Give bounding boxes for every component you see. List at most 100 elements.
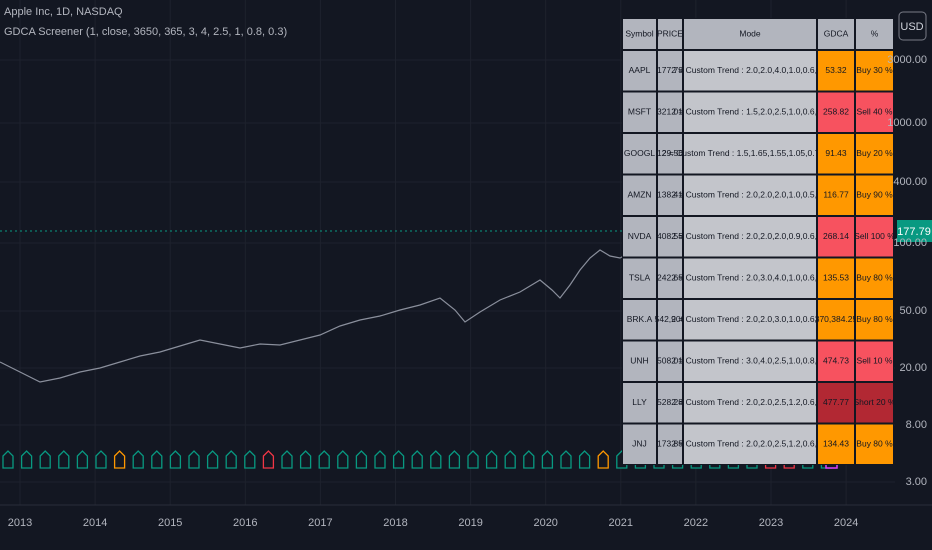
price-axis-label: 20.00 bbox=[899, 362, 927, 374]
gdca-text: 268.14 bbox=[823, 231, 849, 241]
price-text: 321.01 bbox=[657, 107, 683, 117]
symbol-text: TSLA bbox=[629, 273, 651, 283]
signal-text: Sell 100 % bbox=[854, 231, 895, 241]
signal-text: Buy 80 % bbox=[856, 273, 893, 283]
symbol-text: MSFT bbox=[628, 107, 651, 117]
symbol-cell bbox=[623, 341, 656, 381]
last-price-label: 177.79 bbox=[897, 226, 931, 238]
symbol-cell bbox=[623, 424, 656, 464]
last-price-badge bbox=[897, 220, 932, 242]
price-text: 138.41 bbox=[657, 190, 683, 200]
mode-cell bbox=[684, 383, 816, 423]
event-marker bbox=[151, 450, 163, 469]
mode-cell bbox=[684, 51, 816, 91]
mode-text: 2 = Custom Trend : 2.0,3.0,4.0,1.0,0.6,0… bbox=[671, 273, 829, 283]
symbol-cell bbox=[623, 175, 656, 215]
price-cell bbox=[658, 51, 682, 91]
signal-cell bbox=[856, 258, 893, 298]
mode-text: 2 = Custom Trend : 2.0,2.0,2.5,1.2,0.6,0… bbox=[671, 397, 829, 407]
header-label: Symbol bbox=[625, 28, 653, 38]
price-axis-label: 400.00 bbox=[893, 176, 927, 188]
price-cell bbox=[658, 134, 682, 174]
event-marker bbox=[299, 450, 312, 469]
event-marker bbox=[578, 450, 591, 469]
mode-text: 2 = Custom Trend : 2.0,2.0,4.0,1.0,0.6,0… bbox=[671, 65, 829, 75]
header-label: % bbox=[871, 28, 879, 38]
gdca-text: 91.43 bbox=[825, 148, 847, 158]
event-marker bbox=[132, 450, 144, 469]
price-axis-label: 3000.00 bbox=[887, 54, 927, 66]
event-marker bbox=[597, 450, 609, 469]
gdca-text: 53.32 bbox=[825, 65, 847, 75]
price-axis-label: 1000.00 bbox=[887, 117, 927, 129]
event-marker bbox=[448, 450, 461, 469]
currency-label[interactable]: USD bbox=[900, 21, 923, 33]
price-cell bbox=[658, 92, 682, 132]
price-axis-bg bbox=[895, 0, 932, 550]
signal-cell bbox=[856, 217, 893, 257]
event-marker bbox=[281, 450, 293, 469]
gdca-cell bbox=[818, 134, 854, 174]
price-cell bbox=[658, 175, 682, 215]
price-cell bbox=[658, 217, 682, 257]
signal-cell bbox=[856, 51, 893, 91]
event-marker bbox=[95, 450, 107, 469]
signal-cell bbox=[856, 175, 893, 215]
symbol-cell bbox=[623, 383, 656, 423]
price-axis-label: 3.00 bbox=[906, 476, 927, 488]
symbol-cell bbox=[623, 217, 656, 257]
symbol-cell bbox=[623, 51, 656, 91]
time-axis-label: 2021 bbox=[609, 517, 633, 529]
gdca-cell bbox=[818, 258, 854, 298]
price-axis-label: 50.00 bbox=[899, 305, 927, 317]
event-marker bbox=[337, 450, 349, 469]
price-axis-label: 100.00 bbox=[893, 237, 927, 249]
event-marker bbox=[58, 450, 70, 469]
time-axis-label: 2023 bbox=[759, 517, 783, 529]
price-text: 408.55 bbox=[657, 231, 683, 241]
event-marker bbox=[244, 450, 256, 469]
symbol-title: Apple Inc, 1D, NASDAQ bbox=[4, 6, 123, 18]
time-axis-label: 2018 bbox=[383, 517, 407, 529]
time-axis-label: 2024 bbox=[834, 517, 858, 529]
event-marker bbox=[2, 450, 14, 469]
gdca-cell bbox=[818, 424, 854, 464]
symbol-text: AAPL bbox=[629, 65, 651, 75]
time-axis-label: 2022 bbox=[684, 517, 708, 529]
time-axis-label: 2015 bbox=[158, 517, 182, 529]
event-marker bbox=[485, 450, 498, 469]
signal-text: Buy 80 % bbox=[856, 439, 893, 449]
gdca-text: 116.77 bbox=[823, 190, 849, 200]
price-text: 173.85 bbox=[657, 439, 683, 449]
time-axis-label: 2020 bbox=[533, 517, 557, 529]
signal-cell bbox=[856, 92, 893, 132]
time-axis-label: 2019 bbox=[458, 517, 482, 529]
event-marker bbox=[541, 450, 554, 469]
event-marker bbox=[225, 450, 237, 469]
header-label: Mode bbox=[739, 28, 761, 38]
screener-table: Symbol PRICE Mode GDCA %AAPL 177.792 = Custom… bbox=[622, 18, 896, 465]
mode-cell bbox=[684, 341, 816, 381]
gdca-cell bbox=[818, 51, 854, 91]
gdca-text: 477.77 bbox=[823, 397, 849, 407]
currency-button[interactable] bbox=[898, 11, 927, 41]
symbol-text: AMZN bbox=[627, 190, 651, 200]
gdca-cell bbox=[818, 92, 854, 132]
price-cell bbox=[658, 424, 682, 464]
mode-cell bbox=[684, 217, 816, 257]
symbol-text: NVDA bbox=[628, 231, 652, 241]
event-marker bbox=[411, 450, 423, 469]
gdca-cell bbox=[818, 300, 854, 340]
header-label: PRICE bbox=[657, 28, 683, 38]
mode-text: 2 = Custom Trend : 1.5,2.0,2.5,1.0,0.6,0… bbox=[671, 107, 829, 117]
mode-text: 2 = Custom Trend : 3.0,4.0,2.5,1.0,0.8,0… bbox=[671, 356, 829, 366]
price-cell bbox=[658, 341, 682, 381]
event-marker bbox=[467, 450, 479, 469]
signal-cell bbox=[856, 424, 893, 464]
signal-cell bbox=[856, 341, 893, 381]
signal-cell bbox=[856, 383, 893, 423]
symbol-text: GOOGL bbox=[624, 148, 655, 158]
price-text: 528.28 bbox=[657, 397, 683, 407]
event-marker bbox=[430, 450, 442, 469]
symbol-cell bbox=[623, 92, 656, 132]
